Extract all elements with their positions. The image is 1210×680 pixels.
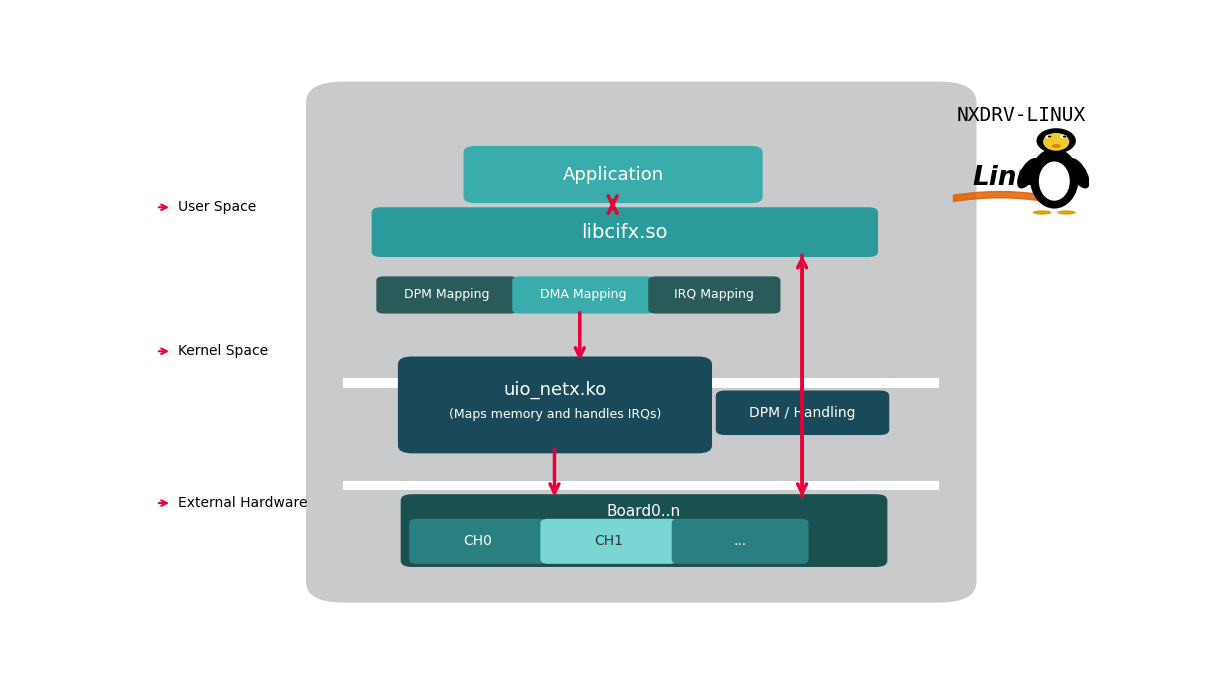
Text: User Space: User Space [178, 201, 255, 214]
Text: libcifx.so: libcifx.so [582, 222, 668, 241]
Text: Kernel Space: Kernel Space [178, 344, 267, 358]
Ellipse shape [1051, 144, 1061, 148]
Ellipse shape [1039, 161, 1070, 201]
Ellipse shape [1060, 135, 1067, 139]
Ellipse shape [1032, 210, 1051, 215]
Ellipse shape [1030, 148, 1078, 209]
Ellipse shape [1048, 135, 1051, 137]
Text: DPM / Handling: DPM / Handling [749, 406, 855, 420]
FancyBboxPatch shape [409, 519, 546, 564]
Ellipse shape [1043, 133, 1070, 151]
FancyBboxPatch shape [541, 519, 678, 564]
FancyBboxPatch shape [371, 207, 878, 257]
Text: DMA Mapping: DMA Mapping [540, 288, 627, 301]
Text: DPM Mapping: DPM Mapping [404, 288, 490, 301]
Text: uio_netx.ko: uio_netx.ko [503, 381, 606, 399]
FancyBboxPatch shape [512, 276, 653, 313]
Ellipse shape [1062, 135, 1066, 137]
FancyBboxPatch shape [401, 494, 887, 567]
FancyBboxPatch shape [398, 356, 711, 454]
Ellipse shape [1018, 158, 1039, 188]
FancyBboxPatch shape [376, 276, 518, 313]
FancyBboxPatch shape [672, 519, 808, 564]
Text: CH1: CH1 [594, 534, 623, 548]
Text: NXDRV-LINUX: NXDRV-LINUX [957, 106, 1087, 125]
Bar [344, 379, 939, 388]
FancyBboxPatch shape [649, 276, 780, 313]
Bar [344, 481, 939, 490]
Ellipse shape [1058, 210, 1076, 215]
Text: IRQ Mapping: IRQ Mapping [674, 288, 754, 301]
Text: Board0..n: Board0..n [607, 505, 681, 520]
FancyBboxPatch shape [716, 390, 889, 435]
Text: Application: Application [563, 165, 663, 184]
Ellipse shape [1067, 158, 1090, 188]
FancyBboxPatch shape [463, 146, 762, 203]
Ellipse shape [1045, 135, 1051, 139]
Ellipse shape [1037, 129, 1076, 153]
FancyBboxPatch shape [306, 82, 976, 602]
Text: ...: ... [733, 534, 747, 548]
Text: (Maps memory and handles IRQs): (Maps memory and handles IRQs) [449, 408, 661, 421]
Text: External Hardware: External Hardware [178, 496, 307, 510]
Text: Linux: Linux [973, 165, 1053, 192]
Text: CH0: CH0 [463, 534, 492, 548]
